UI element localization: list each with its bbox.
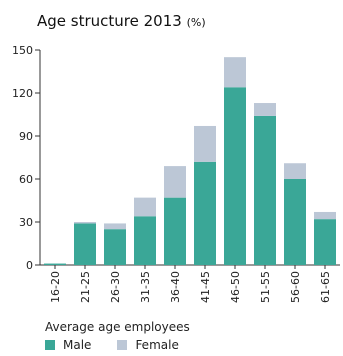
bar-male-36-40 bbox=[164, 197, 186, 265]
bar-male-56-60 bbox=[284, 179, 306, 265]
bar-female-61-65 bbox=[314, 211, 336, 220]
bar-male-26-30 bbox=[104, 229, 126, 265]
chart-title-unit: (%) bbox=[186, 16, 206, 29]
x-tick-label: 41-45 bbox=[199, 271, 212, 303]
bar-male-61-65 bbox=[314, 219, 336, 265]
bar-female-51-55 bbox=[254, 103, 276, 116]
y-tick-label: 90 bbox=[19, 130, 33, 143]
chart-bars bbox=[44, 57, 336, 266]
bar-male-16-20 bbox=[44, 263, 66, 265]
chart-title: Age structure 2013 (%) bbox=[37, 12, 206, 30]
bar-male-31-35 bbox=[134, 216, 156, 265]
legend: Male Female bbox=[45, 338, 205, 352]
x-tick-label: 56-60 bbox=[289, 271, 302, 303]
y-tick-label: 150 bbox=[12, 44, 33, 57]
bar-female-36-40 bbox=[164, 166, 186, 198]
y-tick-label: 0 bbox=[26, 259, 33, 272]
legend-swatch bbox=[45, 340, 55, 350]
legend-title: Average age employees bbox=[45, 320, 190, 334]
legend-label: Female bbox=[135, 338, 179, 352]
x-tick-label: 31-35 bbox=[139, 271, 152, 303]
y-tick-label: 120 bbox=[12, 87, 33, 100]
x-tick-label: 21-25 bbox=[79, 271, 92, 303]
bar-male-46-50 bbox=[224, 87, 246, 266]
bar-female-56-60 bbox=[284, 163, 306, 179]
legend-item-female: Female bbox=[117, 338, 179, 352]
bar-female-41-45 bbox=[194, 125, 216, 162]
x-tick-label: 61-65 bbox=[319, 271, 332, 303]
legend-label: Male bbox=[63, 338, 92, 352]
x-tick-label: 26-30 bbox=[109, 271, 122, 303]
y-tick-label: 60 bbox=[19, 173, 33, 186]
x-tick-label: 16-20 bbox=[49, 271, 62, 303]
bar-female-21-25 bbox=[74, 222, 96, 224]
bar-male-41-45 bbox=[194, 161, 216, 265]
bar-male-51-55 bbox=[254, 115, 276, 265]
bar-female-31-35 bbox=[134, 197, 156, 217]
bar-male-21-25 bbox=[74, 223, 96, 265]
bar-female-46-50 bbox=[224, 57, 246, 88]
chart-tick-labels: 0 30 60 90 120 150 16-20 21-25 26-30 31-35 36-40 41… bbox=[12, 44, 332, 303]
x-tick-label: 36-40 bbox=[169, 271, 182, 303]
bar-female-26-30 bbox=[104, 223, 126, 230]
chart-title-text: Age structure 2013 bbox=[37, 12, 182, 30]
x-tick-label: 51-55 bbox=[259, 271, 272, 303]
x-tick-label: 46-50 bbox=[229, 271, 242, 303]
y-tick-label: 30 bbox=[19, 216, 33, 229]
legend-item-male: Male bbox=[45, 338, 91, 352]
legend-swatch bbox=[117, 340, 128, 350]
